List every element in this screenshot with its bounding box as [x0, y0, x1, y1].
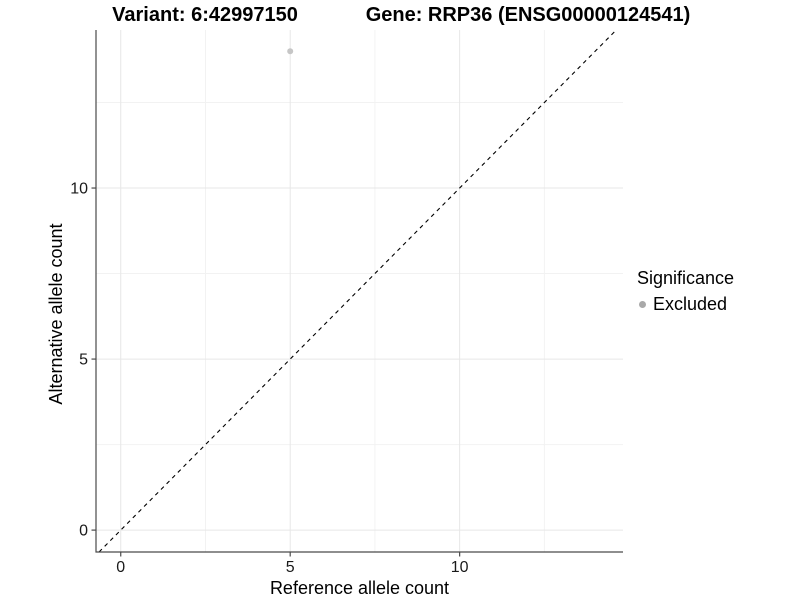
legend-item-label: Excluded: [653, 293, 728, 314]
legend: Significance Excluded: [637, 268, 734, 315]
y-axis-title: Alternative allele count: [46, 223, 66, 405]
plot-title-variant: Variant: 6:42997150: [112, 4, 298, 26]
x-tick-label: 10: [451, 559, 469, 576]
data-point: [287, 48, 294, 55]
legend-title: Significance: [637, 268, 735, 288]
y-tick-label: 10: [70, 181, 88, 198]
legend-item-excluded: Excluded: [637, 294, 734, 315]
x-axis-title: Reference allele count: [269, 578, 450, 598]
y-tick-label: 0: [79, 523, 88, 540]
y-tick-label: 5: [79, 352, 88, 369]
x-tick-label: 5: [286, 559, 295, 576]
x-tick-label: 0: [116, 559, 125, 576]
legend-marker-circle-icon: [639, 300, 646, 308]
identity-line: [98, 29, 617, 553]
plot-title-gene: Gene: RRP36 (ENSG00000124541): [365, 4, 691, 26]
